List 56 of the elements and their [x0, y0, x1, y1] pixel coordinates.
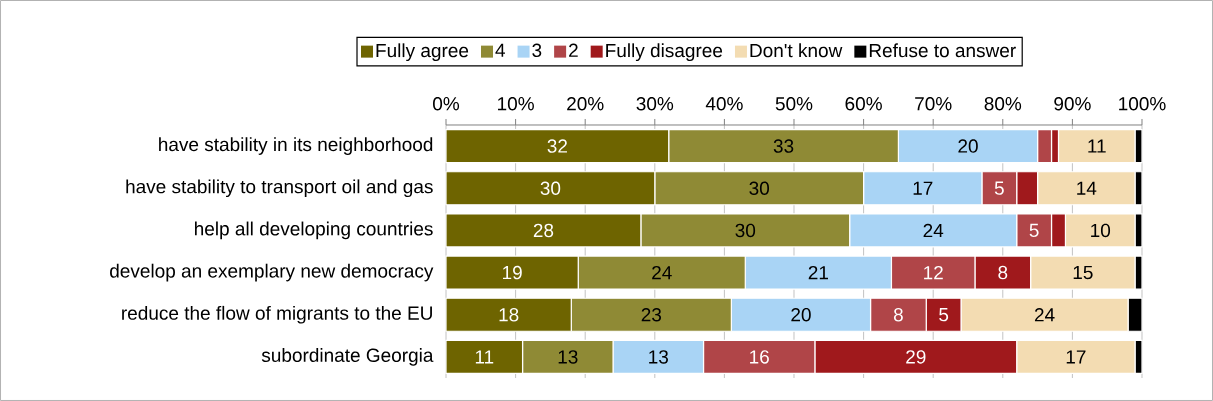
data-label: 17 — [1066, 350, 1086, 364]
x-tick-label: 90% — [1054, 97, 1091, 111]
legend-label: 3 — [532, 43, 542, 58]
data-label: 28 — [533, 223, 554, 238]
data-label: 20 — [791, 308, 811, 322]
data-label: 20 — [958, 139, 978, 153]
data-label: 30 — [735, 223, 756, 238]
data-label: 11 — [1088, 139, 1106, 153]
data-label: 23 — [641, 308, 662, 322]
x-tick-label: 50% — [775, 97, 813, 111]
legend-label: 4 — [495, 43, 505, 57]
y-tick-label: have stability to transport oil and gas — [126, 179, 433, 198]
data-label: 30 — [749, 181, 770, 195]
legend-label: Don't know — [750, 43, 843, 58]
data-label: 33 — [773, 139, 794, 153]
x-tick-label: 10% — [498, 97, 534, 111]
legend-label: Fully disagree — [606, 43, 723, 62]
data-label: 32 — [547, 139, 567, 153]
data-label: 13 — [558, 350, 578, 364]
y-tick-label: develop an exemplary new democracy — [110, 263, 434, 282]
x-tick-label: 0% — [433, 97, 460, 111]
data-label: 17 — [913, 181, 933, 195]
data-label: 16 — [750, 350, 769, 364]
legend-label: 2 — [569, 43, 578, 57]
data-label: 13 — [649, 350, 669, 364]
y-tick-label: help all developing countries — [195, 221, 433, 240]
data-label: 30 — [540, 181, 561, 195]
data-label: 24 — [652, 265, 672, 280]
data-label: 8 — [998, 265, 1008, 280]
data-label: 21 — [808, 265, 828, 280]
data-label: 10 — [1091, 223, 1111, 238]
data-label: 5 — [939, 308, 949, 322]
x-tick-label: 70% — [915, 97, 952, 111]
x-tick-label: 30% — [636, 97, 674, 111]
legend-label: Refuse to answer — [869, 43, 1016, 58]
data-label: 14 — [1077, 181, 1097, 195]
data-label: 24 — [923, 223, 944, 238]
data-label: 24 — [1034, 308, 1055, 322]
x-tick-label: 40% — [705, 97, 743, 111]
y-tick-label: subordinate Georgia — [261, 348, 434, 366]
legend-label: Fully agree — [376, 43, 469, 62]
x-tick-label: 80% — [984, 97, 1022, 111]
y-tick-label: have stability in its neighborhood — [159, 137, 433, 155]
data-label: 18 — [499, 308, 519, 322]
data-label: 5 — [1029, 223, 1039, 238]
data-label: 11 — [475, 350, 494, 364]
data-label: 29 — [906, 350, 926, 364]
x-tick-label: 100% — [1119, 97, 1166, 111]
y-tick-label: reduce the flow of migrants to the EU — [122, 305, 432, 324]
data-label: 8 — [893, 308, 903, 322]
x-tick-label: 20% — [567, 97, 604, 111]
x-tick-label: 60% — [845, 97, 882, 111]
data-label: 19 — [503, 265, 522, 280]
data-label: 5 — [994, 181, 1004, 195]
data-label: 15 — [1073, 265, 1093, 280]
data-label: 12 — [924, 265, 943, 280]
